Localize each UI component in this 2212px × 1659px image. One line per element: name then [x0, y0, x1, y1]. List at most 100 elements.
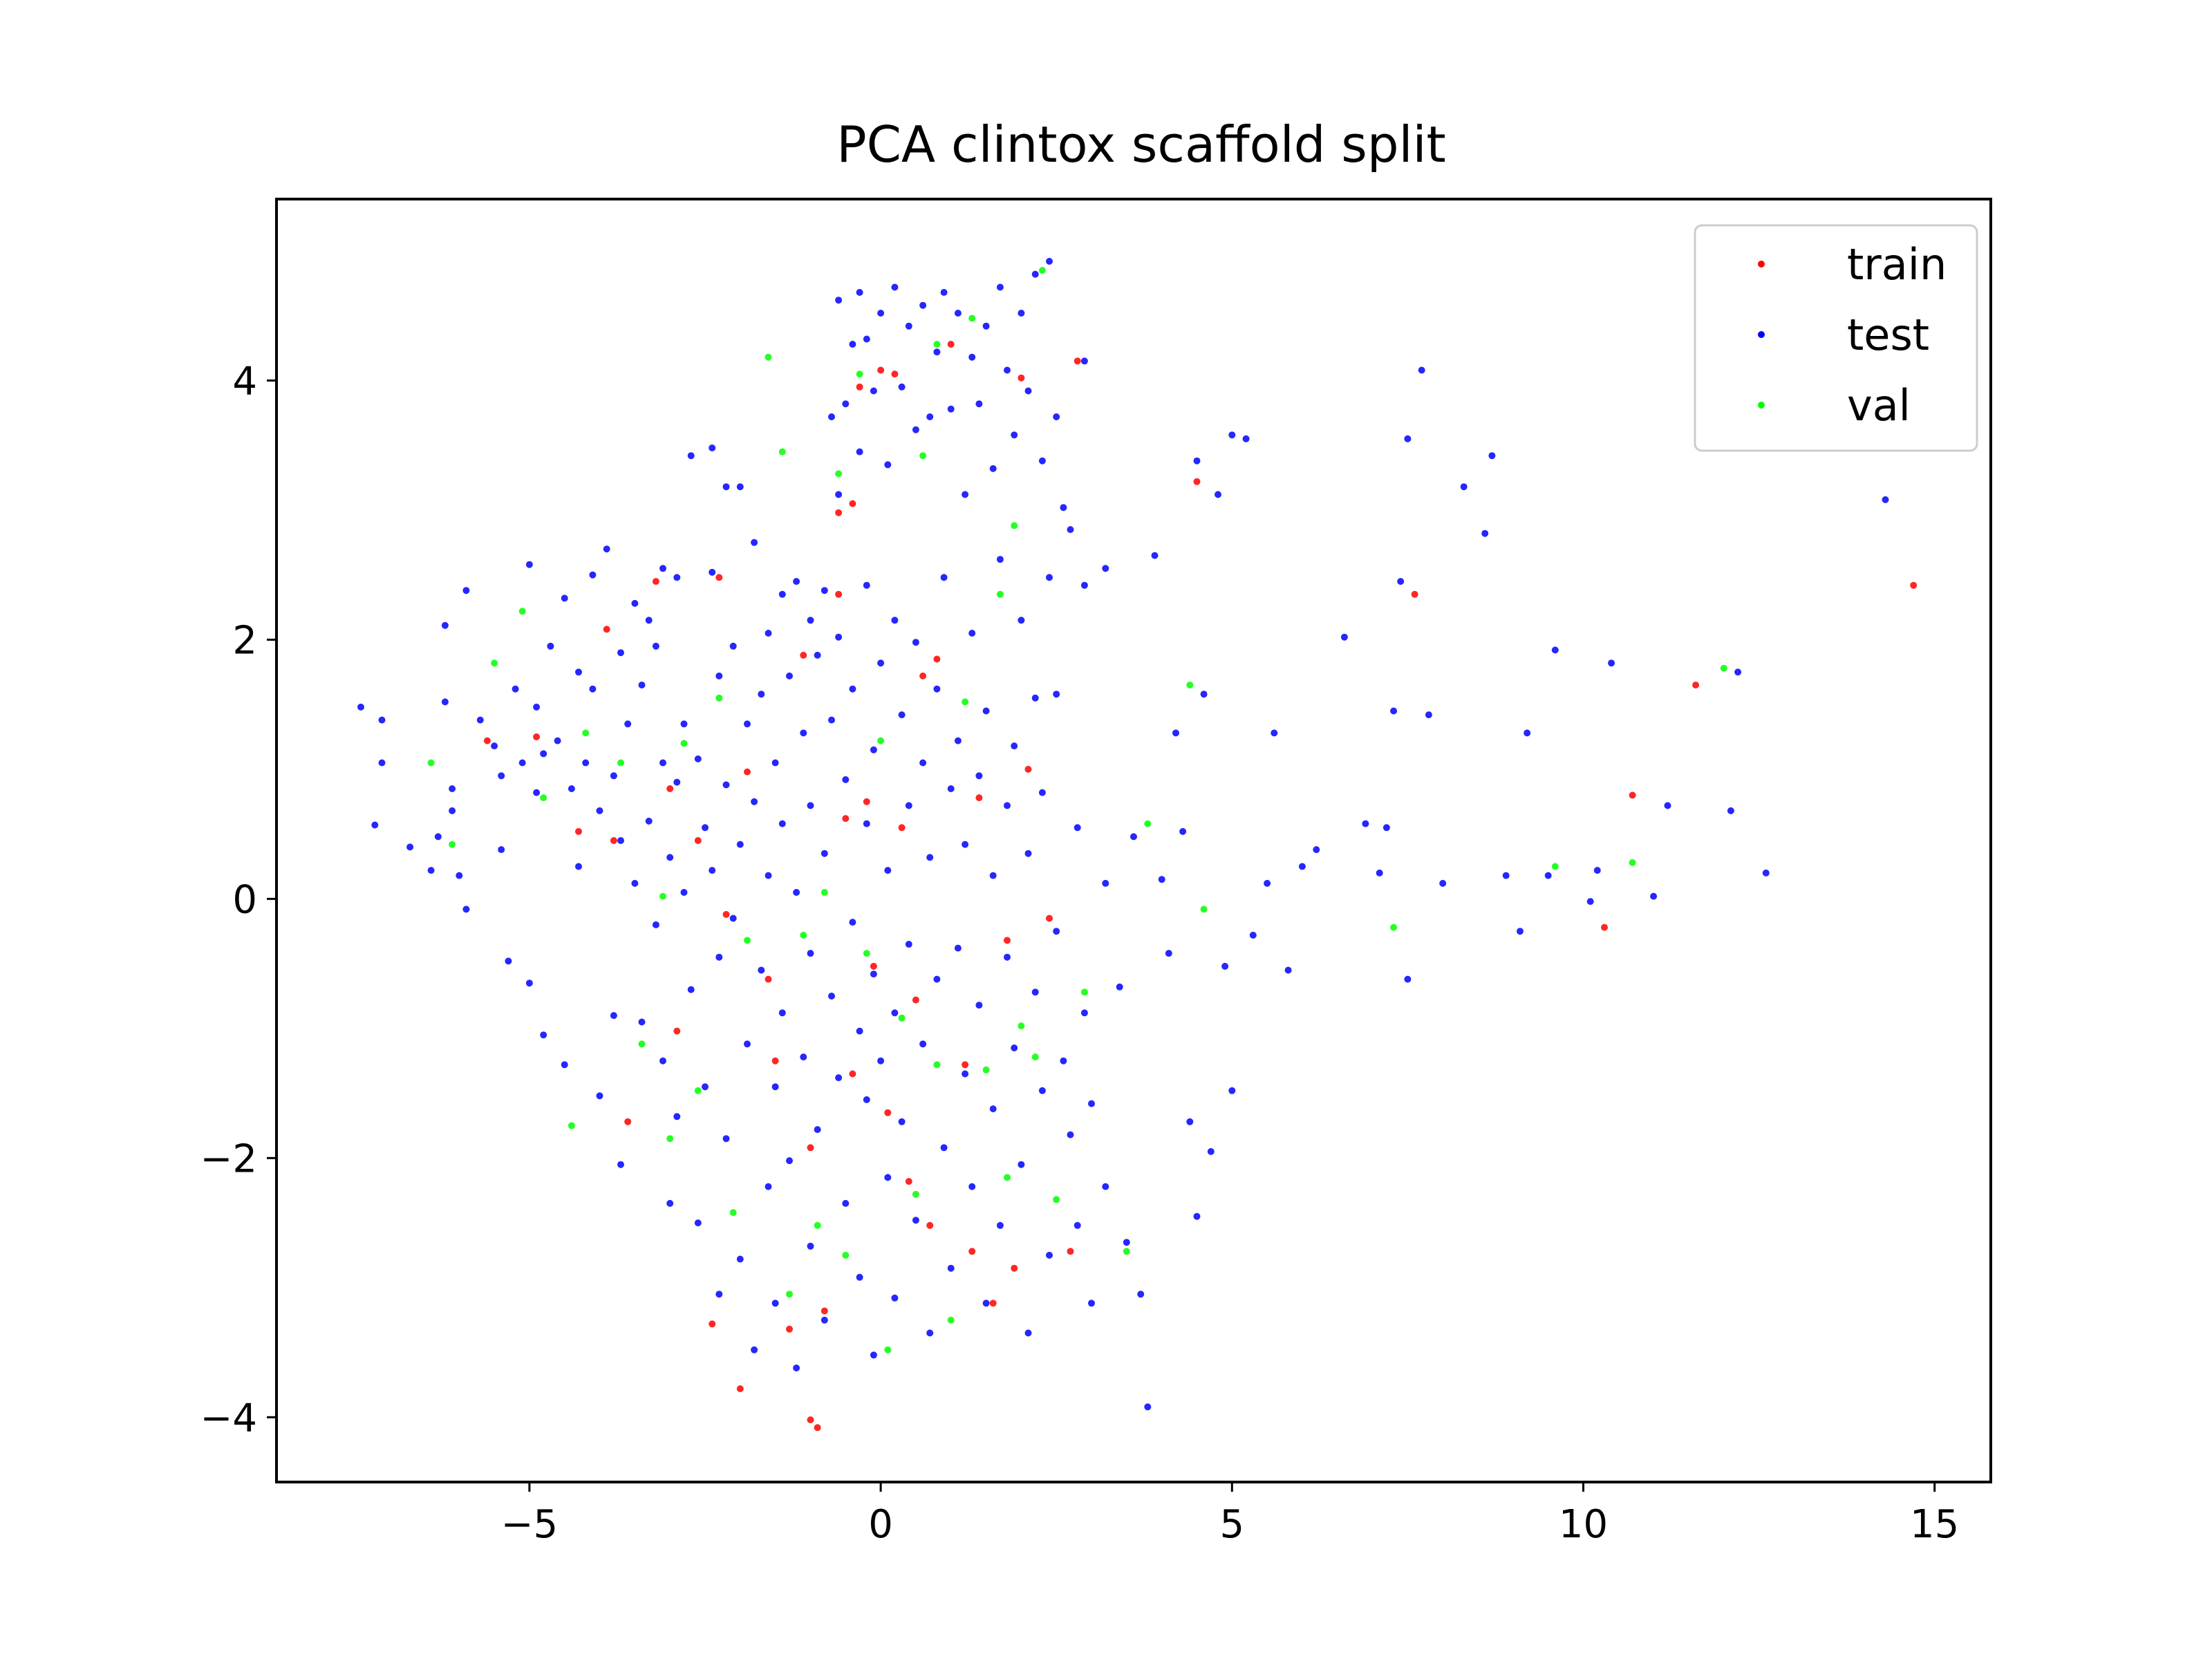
point-val [1018, 1022, 1025, 1030]
point-test [547, 642, 554, 650]
point-train [652, 578, 659, 585]
point-val [786, 1291, 793, 1298]
point-test [596, 1092, 603, 1100]
point-val [744, 937, 751, 944]
point-val [1053, 1196, 1060, 1203]
point-test [666, 1199, 674, 1207]
point-test [491, 742, 498, 750]
point-val [1551, 863, 1559, 870]
point-val [582, 729, 590, 737]
point-train [947, 341, 955, 348]
point-train [1018, 374, 1025, 382]
point-test [709, 444, 716, 451]
point-train [786, 1325, 793, 1333]
point-test [975, 1002, 983, 1009]
point-test [751, 798, 758, 805]
point-test [736, 483, 744, 491]
point-test [638, 1018, 646, 1026]
point-test [1215, 491, 1221, 498]
point-test [1734, 668, 1742, 676]
point-test [1038, 789, 1046, 796]
point-test [1144, 1403, 1152, 1411]
point-test [835, 297, 843, 304]
point-test [1123, 1239, 1130, 1246]
point-test [1418, 366, 1425, 374]
point-test [947, 785, 955, 792]
point-test [1031, 988, 1039, 996]
point-test [659, 759, 666, 767]
point-val [877, 737, 885, 744]
point-val [1031, 1053, 1039, 1061]
point-test [800, 1053, 807, 1061]
point-val [1144, 820, 1152, 827]
point-test [1404, 975, 1412, 983]
point-test [856, 1027, 863, 1035]
point-val [491, 659, 498, 667]
point-val [765, 353, 772, 361]
point-val [835, 470, 843, 478]
point-test [1524, 729, 1531, 737]
point-test [631, 599, 639, 607]
point-test [821, 1316, 828, 1324]
legend-marker-val [1758, 402, 1765, 409]
point-test [744, 720, 751, 728]
point-test [1018, 617, 1025, 624]
point-test [1551, 646, 1559, 654]
point-train [603, 626, 610, 633]
point-test [1664, 802, 1671, 809]
point-test [905, 322, 912, 330]
point-test [722, 483, 730, 491]
point-train [800, 651, 807, 659]
point-test [589, 685, 597, 693]
point-val [933, 1061, 941, 1069]
point-test [771, 1083, 779, 1091]
point-val [729, 1209, 737, 1217]
point-test [982, 1300, 990, 1307]
point-test [786, 1157, 793, 1165]
point-test [968, 353, 976, 361]
point-test [828, 413, 835, 420]
point-test [877, 1057, 885, 1065]
point-test [722, 1135, 730, 1143]
point-test [702, 1083, 709, 1091]
point-test [715, 953, 723, 961]
point-test [989, 465, 997, 472]
point-test [835, 491, 843, 498]
point-test [1249, 931, 1257, 939]
point-test [561, 1061, 568, 1069]
point-train [533, 733, 541, 740]
point-val [1720, 664, 1727, 672]
point-test [786, 672, 793, 679]
point-train [1004, 937, 1011, 944]
point-test [680, 889, 688, 896]
point-test [694, 1219, 702, 1227]
point-test [870, 1351, 877, 1359]
point-train [610, 837, 617, 844]
legend-label-test: test [1847, 310, 1929, 360]
point-test [709, 867, 716, 874]
point-test [1207, 1147, 1215, 1155]
point-test [476, 716, 484, 724]
point-test [357, 703, 364, 711]
point-test [856, 1273, 863, 1281]
point-test [1179, 827, 1187, 835]
point-test [610, 772, 617, 780]
point-test [954, 944, 962, 952]
point-test [1586, 898, 1594, 906]
point-train [975, 794, 983, 802]
point-test [863, 581, 870, 589]
point-train [765, 975, 772, 983]
point-train [1193, 478, 1201, 485]
point-test [525, 980, 533, 987]
point-test [828, 716, 835, 724]
point-val [518, 608, 526, 615]
point-test [1018, 310, 1025, 317]
point-test [842, 1199, 850, 1207]
point-test [1460, 483, 1468, 491]
point-test [1271, 729, 1278, 737]
point-val [680, 740, 688, 747]
point-test [1193, 1212, 1201, 1220]
point-train [912, 996, 919, 1004]
point-test [849, 341, 856, 348]
